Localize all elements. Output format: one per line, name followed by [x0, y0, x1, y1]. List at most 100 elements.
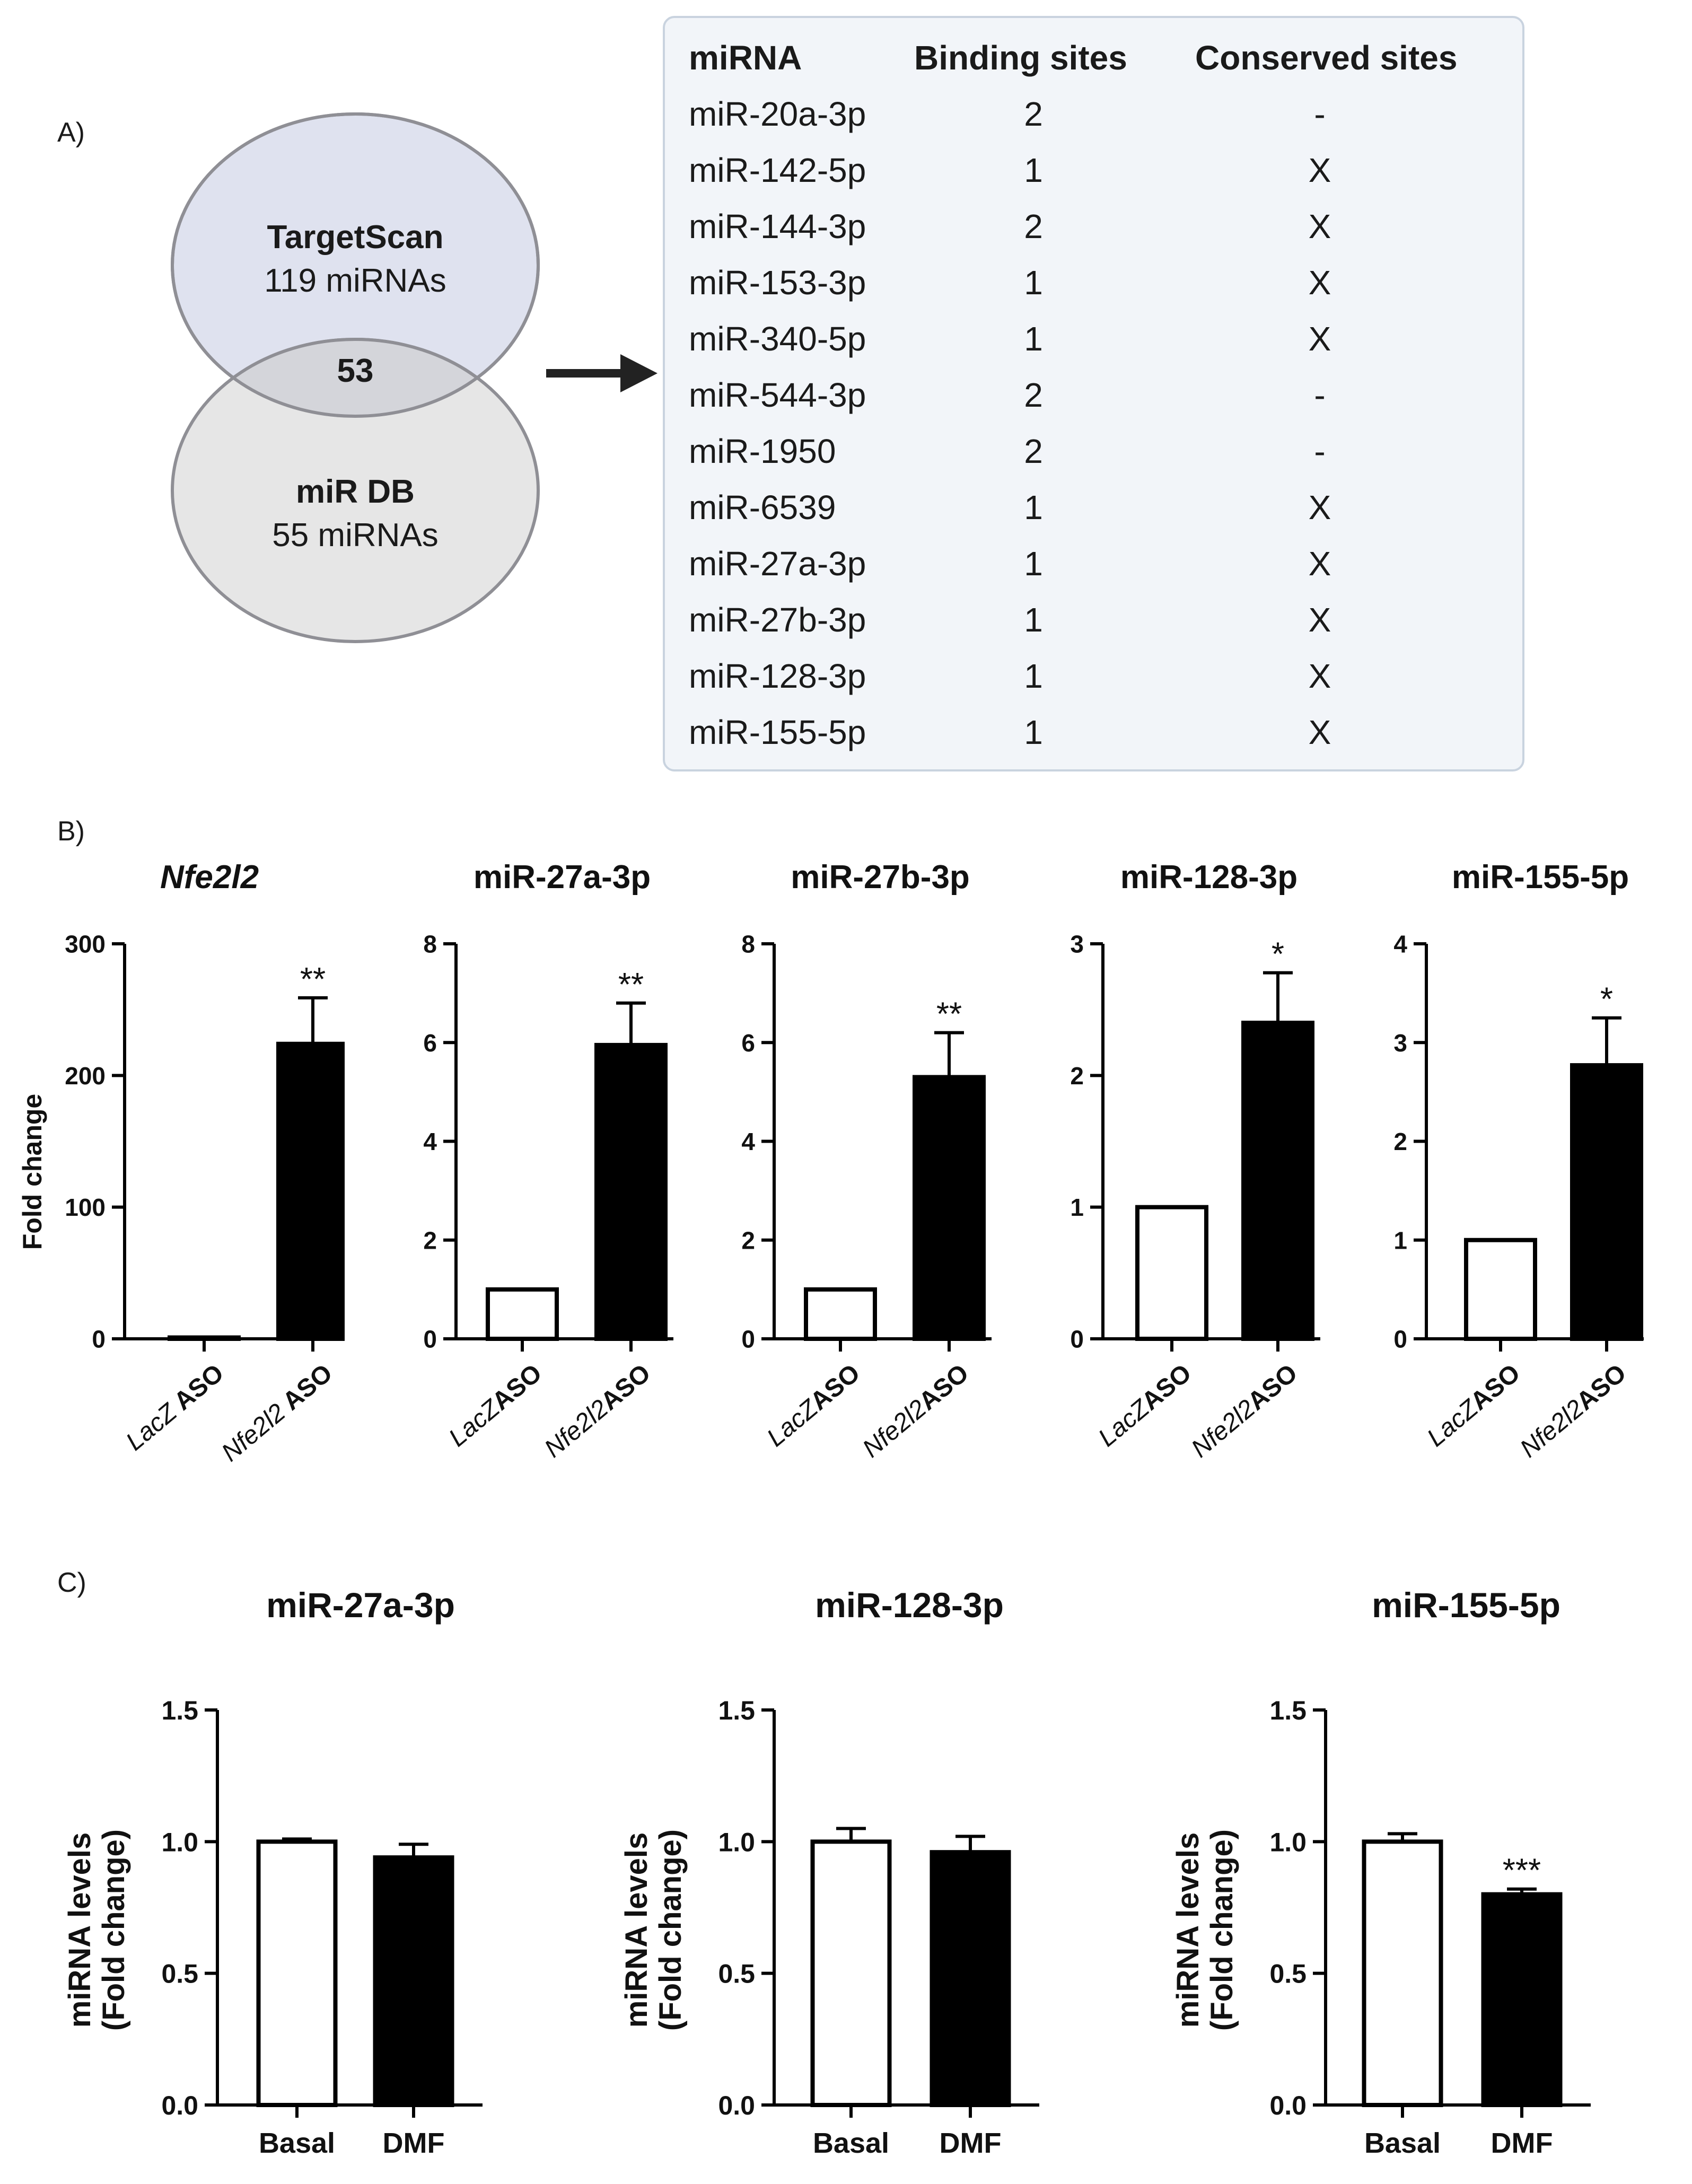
significance-label: ***: [1503, 1853, 1541, 1889]
x-category-gene: Nfe2l2: [857, 1394, 932, 1463]
table-cell-conserved-sites: X: [1308, 207, 1331, 245]
y-tick-label: 0.5: [718, 1959, 755, 1989]
table-cell-binding-sites: 2: [1024, 95, 1043, 133]
table-cell-conserved-sites: X: [1308, 320, 1331, 358]
y-tick-label: 2: [1393, 1128, 1407, 1155]
chart-title: miR-27b-3p: [791, 859, 970, 896]
table-cell-conserved-sites: X: [1308, 545, 1331, 583]
table-cell-mirna: miR-27b-3p: [689, 601, 866, 639]
panel-label-a: A): [57, 117, 85, 148]
table-row: miR-144-3p 2 X: [665, 198, 1522, 255]
venn-top-sub: 119 miRNAs: [264, 262, 446, 299]
y-tick-label: 0.0: [1269, 2091, 1307, 2120]
table-row: miR-1950 2 -: [665, 423, 1522, 479]
x-category-label: Nfe2l2ASO: [539, 1359, 656, 1463]
venn-bottom-sub: 55 miRNAs: [272, 517, 439, 554]
table-cell-binding-sites: 2: [1024, 207, 1043, 245]
chart-nfe2l2: Nfe2l2 0 100 200 300 Fold change LacZ ASO ** Nfe…: [17, 859, 345, 1467]
table-cell-mirna: miR-144-3p: [689, 207, 866, 245]
table-row: miR-153-3p 1 X: [665, 255, 1522, 311]
table-cell-binding-sites: 1: [1024, 713, 1043, 751]
table-row: miR-155-5p 1 X: [665, 704, 1522, 760]
table-cell-mirna: miR-153-3p: [689, 264, 866, 302]
table-row: miR-27b-3p 1 X: [665, 592, 1522, 648]
y-axis-label: Fold change: [17, 1094, 47, 1250]
table-row: miR-20a-3p 2 -: [665, 86, 1522, 142]
table-cell-binding-sites: 1: [1024, 320, 1043, 358]
significance-label: *: [1272, 936, 1284, 973]
x-category-label: LacZASO: [1093, 1359, 1197, 1452]
y-tick-label: 2: [423, 1226, 437, 1254]
y-tick-label: 8: [423, 931, 437, 958]
y-tick-label: 1: [1070, 1194, 1084, 1221]
panel-label-b: B): [57, 816, 85, 847]
y-tick-label: 0: [1070, 1326, 1084, 1353]
chart-c-mir-155-5p: miR-155-5p 0.0 0.5 1.0 1.5 miRNA levels(Fold …: [1171, 1585, 1591, 2159]
table-header-binding: Binding sites: [914, 39, 1127, 77]
x-category-label: Basal: [813, 2127, 889, 2159]
panel-label-c: C): [57, 1567, 86, 1598]
x-category-label: LacZ ASO: [121, 1359, 229, 1456]
table-header: miRNA Binding sites Conserved sites: [665, 30, 1522, 86]
chart-b-mir-128-3p: miR-128-3p 0 1 2 3 LacZASO * Nfe2l2ASO: [1070, 859, 1320, 1463]
y-tick-label: 0: [423, 1326, 437, 1353]
table-cell-binding-sites: 1: [1024, 657, 1043, 695]
venn-bottom-title: miR DB: [296, 473, 415, 510]
table-cell-mirna: miR-20a-3p: [689, 95, 866, 133]
bar: [594, 1042, 668, 1341]
y-tick-label: 1.5: [1269, 1696, 1307, 1725]
table-row: miR-544-3p 2 -: [665, 367, 1522, 423]
chart-b-mir-27a-3p: miR-27a-3p 0 2 4 6 8 LacZASO ** Nfe2l2ASO: [423, 859, 673, 1463]
bar: [256, 1839, 338, 2107]
table-cell-conserved-sites: X: [1308, 657, 1331, 695]
y-tick-label: 6: [741, 1029, 755, 1057]
x-category-label: Basal: [1364, 2127, 1441, 2159]
y-tick-label: 3: [1393, 1029, 1407, 1057]
significance-label: *: [1600, 981, 1613, 1018]
table-cell-conserved-sites: X: [1308, 264, 1331, 302]
table-cell-conserved-sites: -: [1314, 432, 1326, 470]
y-tick-label: 1.0: [161, 1827, 198, 1857]
table-cell-mirna: miR-340-5p: [689, 320, 866, 358]
y-tick-label: 200: [65, 1062, 106, 1090]
table-row: miR-128-3p 1 X: [665, 648, 1522, 704]
y-tick-label: 0.5: [1269, 1959, 1307, 1989]
table-cell-binding-sites: 1: [1024, 488, 1043, 527]
chart-c-mir-27a-3p: miR-27a-3p 0.0 0.5 1.0 1.5 miRNA levels(Fold …: [63, 1585, 483, 2159]
table-cell-binding-sites: 2: [1024, 376, 1043, 414]
table-cell-mirna: miR-544-3p: [689, 376, 866, 414]
bar: [168, 1335, 241, 1341]
significance-label: **: [300, 961, 326, 998]
y-tick-label: 0.0: [161, 2091, 198, 2120]
arrow-icon: [546, 354, 657, 392]
chart-title: miR-128-3p: [1120, 859, 1298, 896]
y-tick-label: 8: [741, 931, 755, 958]
table-row: miR-142-5p 1 X: [665, 142, 1522, 198]
y-tick-label: 2: [741, 1226, 755, 1254]
y-tick-label: 3: [1070, 931, 1084, 958]
y-tick-label: 2: [1070, 1062, 1084, 1090]
bar: [486, 1287, 559, 1341]
table-cell-mirna: miR-128-3p: [689, 657, 866, 695]
chart-title: miR-27a-3p: [266, 1585, 455, 1625]
bar: [276, 1041, 345, 1341]
chart-c-mir-128-3p: miR-128-3p 0.0 0.5 1.0 1.5 miRNA levels(Fold …: [619, 1585, 1039, 2159]
y-tick-label: 0: [741, 1326, 755, 1353]
bar: [1570, 1063, 1643, 1341]
y-tick-label: 0.5: [161, 1959, 198, 1989]
y-tick-label: 6: [423, 1029, 437, 1057]
mirna-table: miRNA Binding sites Conserved sites miR-…: [663, 16, 1524, 771]
chart-title: miR-27a-3p: [474, 859, 651, 896]
bar: [1135, 1205, 1208, 1341]
venn-overlap-count: 53: [337, 353, 374, 389]
x-category-gene: Nfe2l2: [216, 1398, 291, 1467]
y-tick-label: 1.0: [718, 1827, 755, 1857]
x-category-label: Nfe2l2ASO: [1186, 1359, 1303, 1463]
bar: [930, 1850, 1011, 2107]
x-category-gene: Nfe2l2: [1186, 1394, 1260, 1463]
x-category-gene: Nfe2l2: [1515, 1394, 1589, 1463]
significance-label: **: [618, 967, 644, 1003]
y-tick-label: 4: [1393, 931, 1407, 958]
y-tick-label: 4: [423, 1128, 437, 1155]
x-category-label: Nfe2l2ASO: [1515, 1359, 1632, 1463]
